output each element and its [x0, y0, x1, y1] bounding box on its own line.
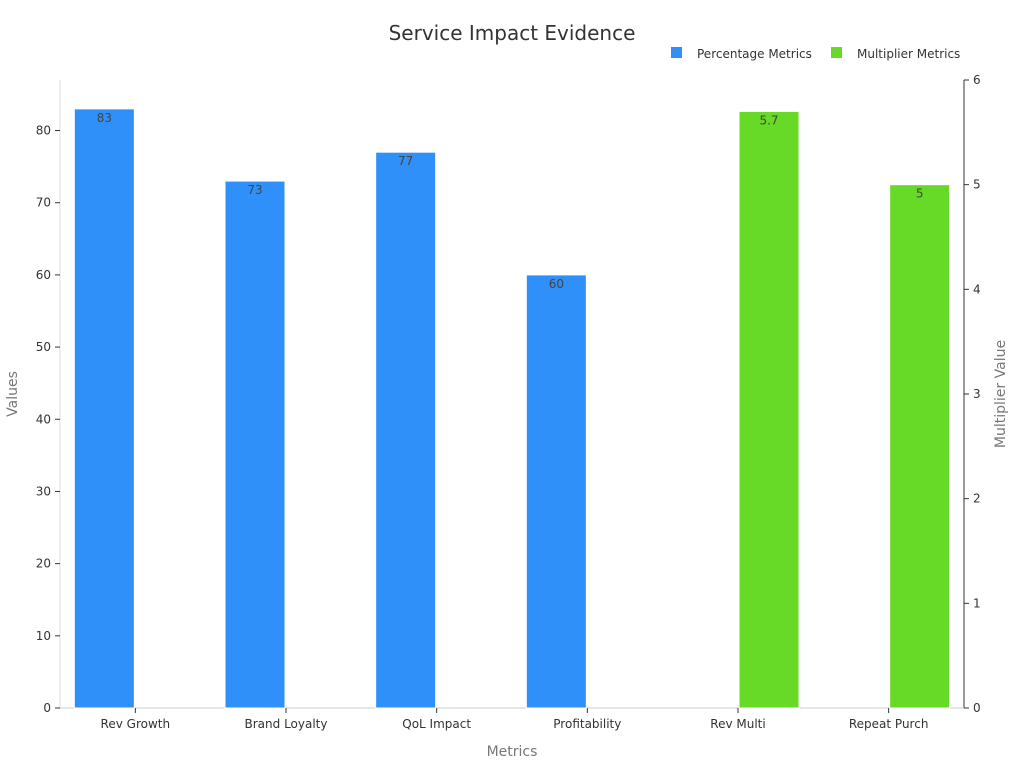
y-tick-label: 40	[36, 412, 51, 426]
bar-multiplier	[738, 110, 800, 709]
y2-tick-label: 6	[973, 73, 981, 87]
data-label-multiplier: 5	[916, 187, 924, 201]
y2-tick-label: 5	[973, 178, 981, 192]
y2-tick-label: 0	[973, 701, 981, 715]
legend-swatch-multiplier	[831, 47, 842, 58]
y-tick-label: 20	[36, 557, 51, 571]
legend-swatch-percentage	[671, 47, 682, 58]
x-tick-label: Profitability	[553, 717, 621, 731]
legend: Percentage Metrics Multiplier Metrics	[671, 47, 960, 61]
x-tick-label: Repeat Purch	[849, 717, 929, 731]
y2-tick-label: 4	[973, 282, 981, 296]
x-tick-label: Rev Multi	[710, 717, 765, 731]
chart-marks: 0 10 20 30 40 50 60 70 80 0 1 2 3 4 5 6 Rev Growth Brand …	[36, 73, 981, 731]
data-label-percentage: 73	[247, 183, 262, 197]
bar-percentage	[73, 108, 135, 709]
y-tick-label: 0	[43, 701, 51, 715]
bar-percentage	[375, 151, 437, 709]
bar-percentage	[525, 274, 587, 709]
x-tick-label: Brand Loyalty	[245, 717, 328, 731]
y-tick-label: 80	[36, 124, 51, 138]
x-tick-label: QoL Impact	[402, 717, 471, 731]
bar-multiplier	[889, 184, 951, 709]
y2-tick-label: 1	[973, 596, 981, 610]
data-label-percentage: 60	[549, 277, 564, 291]
data-label-percentage: 83	[97, 111, 112, 125]
y2-tick-label: 3	[973, 387, 981, 401]
data-label-multiplier: 5.7	[759, 113, 778, 127]
y-tick-label: 70	[36, 196, 51, 210]
bar-percentage	[224, 180, 286, 709]
y-tick-label: 30	[36, 484, 51, 498]
y-axis-label: Values	[5, 371, 21, 417]
y-tick-label: 10	[36, 629, 51, 643]
y2-axis-label: Multiplier Value	[993, 340, 1009, 448]
y2-tick-label: 2	[973, 492, 981, 506]
x-tick-label: Rev Growth	[101, 717, 171, 731]
y-tick-label: 50	[36, 340, 51, 354]
data-label-percentage: 77	[398, 154, 413, 168]
x-axis-label: Metrics	[487, 744, 538, 760]
y-tick-label: 60	[36, 268, 51, 282]
legend-label-percentage: Percentage Metrics	[697, 47, 812, 61]
legend-label-multiplier: Multiplier Metrics	[857, 47, 960, 61]
chart-title: Service Impact Evidence	[389, 21, 636, 45]
